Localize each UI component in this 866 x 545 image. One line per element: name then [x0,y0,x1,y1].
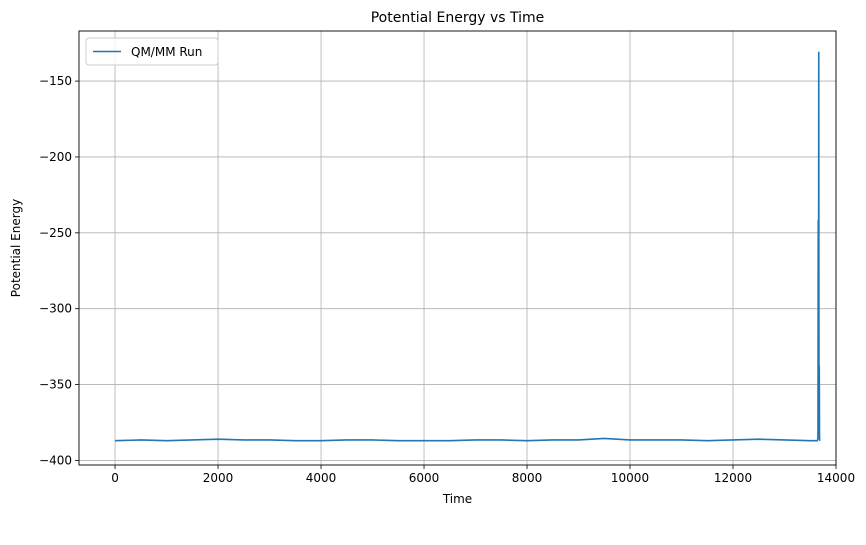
y-tick-label: −250 [39,226,72,240]
y-tick-label: −300 [39,302,72,316]
series-layer [115,51,821,442]
x-tick-label: 4000 [306,471,337,485]
grid [79,31,837,465]
x-tick-label: 14000 [817,471,855,485]
x-tick-label: 0 [111,471,119,485]
legend-box [85,37,219,66]
chart-title: Potential Energy vs Time [371,10,545,26]
y-tick-label: −200 [39,150,72,164]
legend: QM/MM Run [85,37,219,66]
y-tick-label: −350 [39,378,72,392]
y-tick-label: −400 [39,453,72,467]
legend-label-qmmm-run: QM/MM Run [131,45,202,59]
x-tick-label: 10000 [611,471,649,485]
y-axis: −400 −350 −300 −250 −200 −150 [39,74,79,467]
x-axis-label: Time [442,492,472,506]
series-line-qmmm-run [115,51,821,442]
x-axis: 0 2000 4000 6000 8000 10000 12000 14000 [111,465,855,485]
plot-frame [78,30,837,466]
x-tick-label: 12000 [714,471,752,485]
y-axis-label: Potential Energy [9,199,23,297]
y-tick-label: −150 [39,74,72,88]
x-tick-label: 6000 [409,471,440,485]
x-tick-label: 8000 [512,471,543,485]
x-tick-label: 2000 [203,471,234,485]
